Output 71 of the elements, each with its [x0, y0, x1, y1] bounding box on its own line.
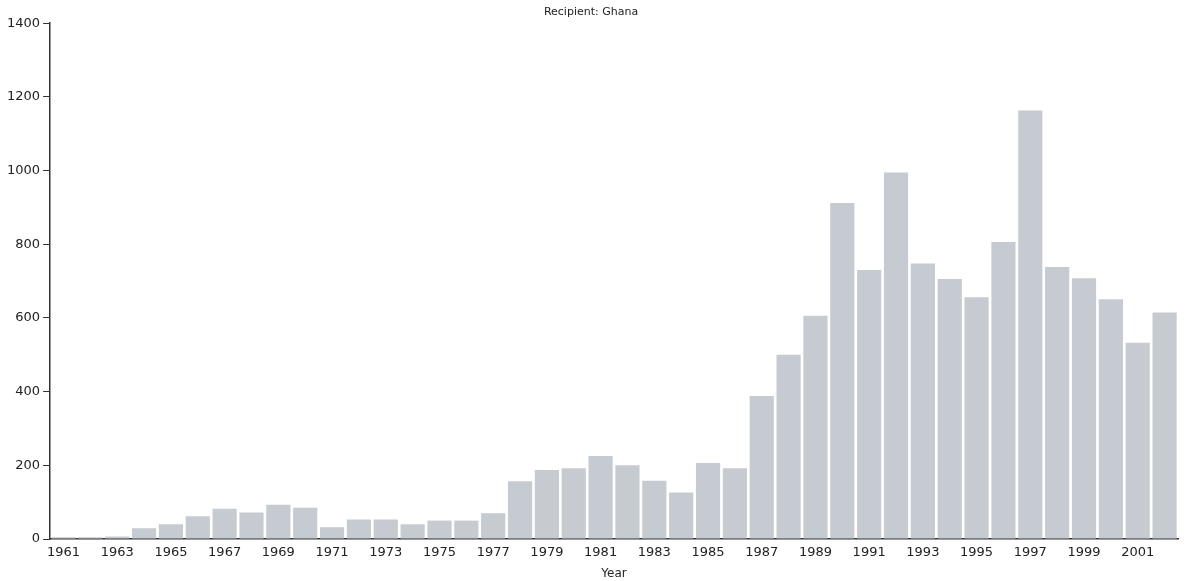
y-tick-label: 200 [15, 456, 41, 472]
x-tick-label: 1969 [261, 544, 295, 560]
bar [481, 513, 506, 539]
x-tick-label: 1991 [852, 544, 886, 560]
y-tick-label: 0 [31, 530, 41, 546]
bar [158, 524, 184, 539]
y-tick-label: 600 [15, 309, 41, 325]
x-tick-label: 1999 [1067, 544, 1101, 560]
y-tick-label: 400 [15, 383, 41, 398]
x-tick-label: 1977 [476, 544, 510, 560]
x-tick-label: 1973 [369, 544, 403, 560]
bar [507, 481, 533, 539]
bar [722, 468, 747, 539]
bar [1045, 267, 1070, 539]
bar [239, 512, 264, 539]
chart-title: Recipient: Ghana [543, 5, 639, 19]
x-tick-label: 2001 [1121, 544, 1155, 560]
x-tick-label: 1963 [100, 544, 134, 560]
bar [776, 354, 801, 539]
bar [400, 524, 425, 539]
bar [749, 396, 774, 539]
x-tick-label: 1997 [1013, 544, 1047, 560]
bar [642, 480, 667, 539]
bar [266, 504, 291, 539]
bar [857, 270, 882, 539]
bar [883, 172, 909, 539]
bar [454, 520, 479, 539]
bar [534, 470, 559, 539]
bar [212, 508, 237, 539]
bar [561, 468, 586, 539]
x-tick-label: 1971 [315, 544, 349, 560]
bar [669, 492, 694, 539]
bar [1018, 110, 1043, 539]
bar [319, 527, 345, 539]
bar [964, 297, 989, 539]
x-tick-label: 1983 [637, 544, 671, 560]
x-tick-label: 1985 [691, 544, 725, 560]
x-tick-label: 1965 [154, 544, 188, 560]
bar [346, 519, 371, 539]
y-tick-label: 1400 [6, 14, 41, 30]
bar [588, 456, 613, 539]
x-tick-label: 1989 [798, 544, 832, 560]
bar [373, 519, 398, 539]
bar [803, 315, 828, 539]
bar [293, 507, 318, 539]
bar [695, 463, 721, 539]
x-tick-label: 1995 [960, 544, 994, 560]
bar [830, 202, 855, 539]
bar [131, 528, 157, 539]
x-tick-label: 1981 [584, 544, 618, 560]
bar [615, 465, 640, 539]
x-tick-label: 1993 [906, 544, 940, 560]
y-tick-label: 1000 [6, 161, 41, 177]
bar [427, 520, 452, 539]
x-axis-title: Year [600, 565, 627, 580]
x-tick-label: 1987 [745, 544, 779, 560]
bar [1098, 299, 1123, 539]
x-tick-label: 1961 [46, 544, 81, 560]
bar [1071, 278, 1097, 539]
y-tick-label: 1200 [6, 88, 41, 104]
x-tick-label: 1979 [530, 544, 564, 560]
bar [105, 536, 130, 539]
bar [991, 242, 1016, 539]
bar [937, 278, 962, 539]
bar [1125, 342, 1150, 539]
y-tick-label: 800 [15, 235, 41, 251]
bar [910, 263, 935, 539]
bar [185, 516, 210, 539]
x-tick-label: 1975 [422, 544, 457, 560]
x-tick-label: 1967 [208, 544, 242, 560]
bar [1152, 312, 1177, 539]
